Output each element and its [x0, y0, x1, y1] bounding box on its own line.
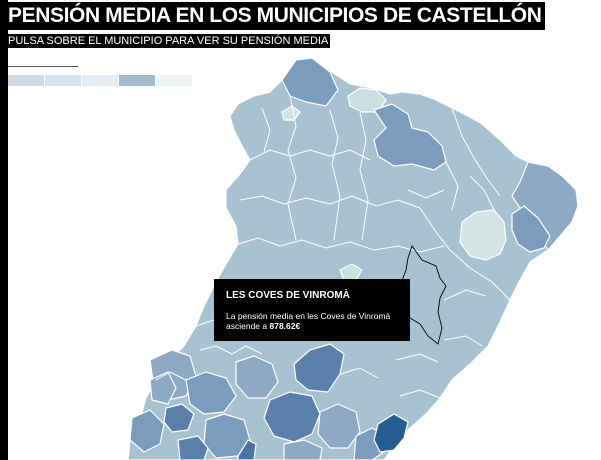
page-title: PENSIÓN MEDIA EN LOS MUNICIPIOS DE CASTE…	[8, 2, 545, 30]
region-south-coast-dark[interactable]	[373, 413, 409, 453]
region-northeast-dark[interactable]	[373, 103, 447, 171]
region-south-10[interactable]	[317, 403, 361, 449]
region-south-6[interactable]	[129, 409, 165, 453]
legend-swatch	[82, 75, 118, 86]
region-north-pale[interactable]	[347, 87, 387, 113]
legend-swatch	[8, 75, 44, 86]
municipality-tooltip: LES COVES DE VINROMÀ La pensión media en…	[214, 279, 410, 341]
region-south-7[interactable]	[263, 391, 321, 443]
region-south-4[interactable]	[235, 355, 279, 399]
legend-swatch	[119, 75, 155, 86]
region-center-pale[interactable]	[339, 263, 363, 281]
legend-ticks	[8, 58, 78, 67]
region-south-3[interactable]	[185, 371, 237, 415]
region-east-coast-2[interactable]	[511, 205, 551, 253]
region-east-coast[interactable]	[511, 161, 579, 251]
region-east-light[interactable]	[459, 209, 507, 261]
castellon-map[interactable]	[8, 0, 601, 460]
legend-swatch	[45, 75, 81, 86]
legend-swatch	[156, 75, 192, 86]
tooltip-text: La pensión media en les Coves de Vinromà…	[226, 311, 398, 331]
legend-bar	[8, 75, 192, 86]
page-subtitle: PULSA SOBRE EL MUNICIPIO PARA VER SU PEN…	[8, 34, 331, 48]
region-south-12[interactable]	[283, 439, 323, 460]
color-legend	[8, 58, 196, 88]
left-accent-bar	[0, 0, 8, 460]
tooltip-value: 878.62€	[269, 321, 301, 331]
region-south-13[interactable]	[177, 435, 209, 460]
region-south-9[interactable]	[237, 439, 257, 460]
tooltip-title: LES COVES DE VINROMÀ	[226, 290, 350, 301]
tooltip-text-body: La pensión media en les Coves de Vinromà…	[226, 311, 391, 331]
region-south-5[interactable]	[163, 403, 195, 433]
region-small-pale[interactable]	[281, 105, 301, 121]
region-north-dark[interactable]	[281, 57, 339, 107]
